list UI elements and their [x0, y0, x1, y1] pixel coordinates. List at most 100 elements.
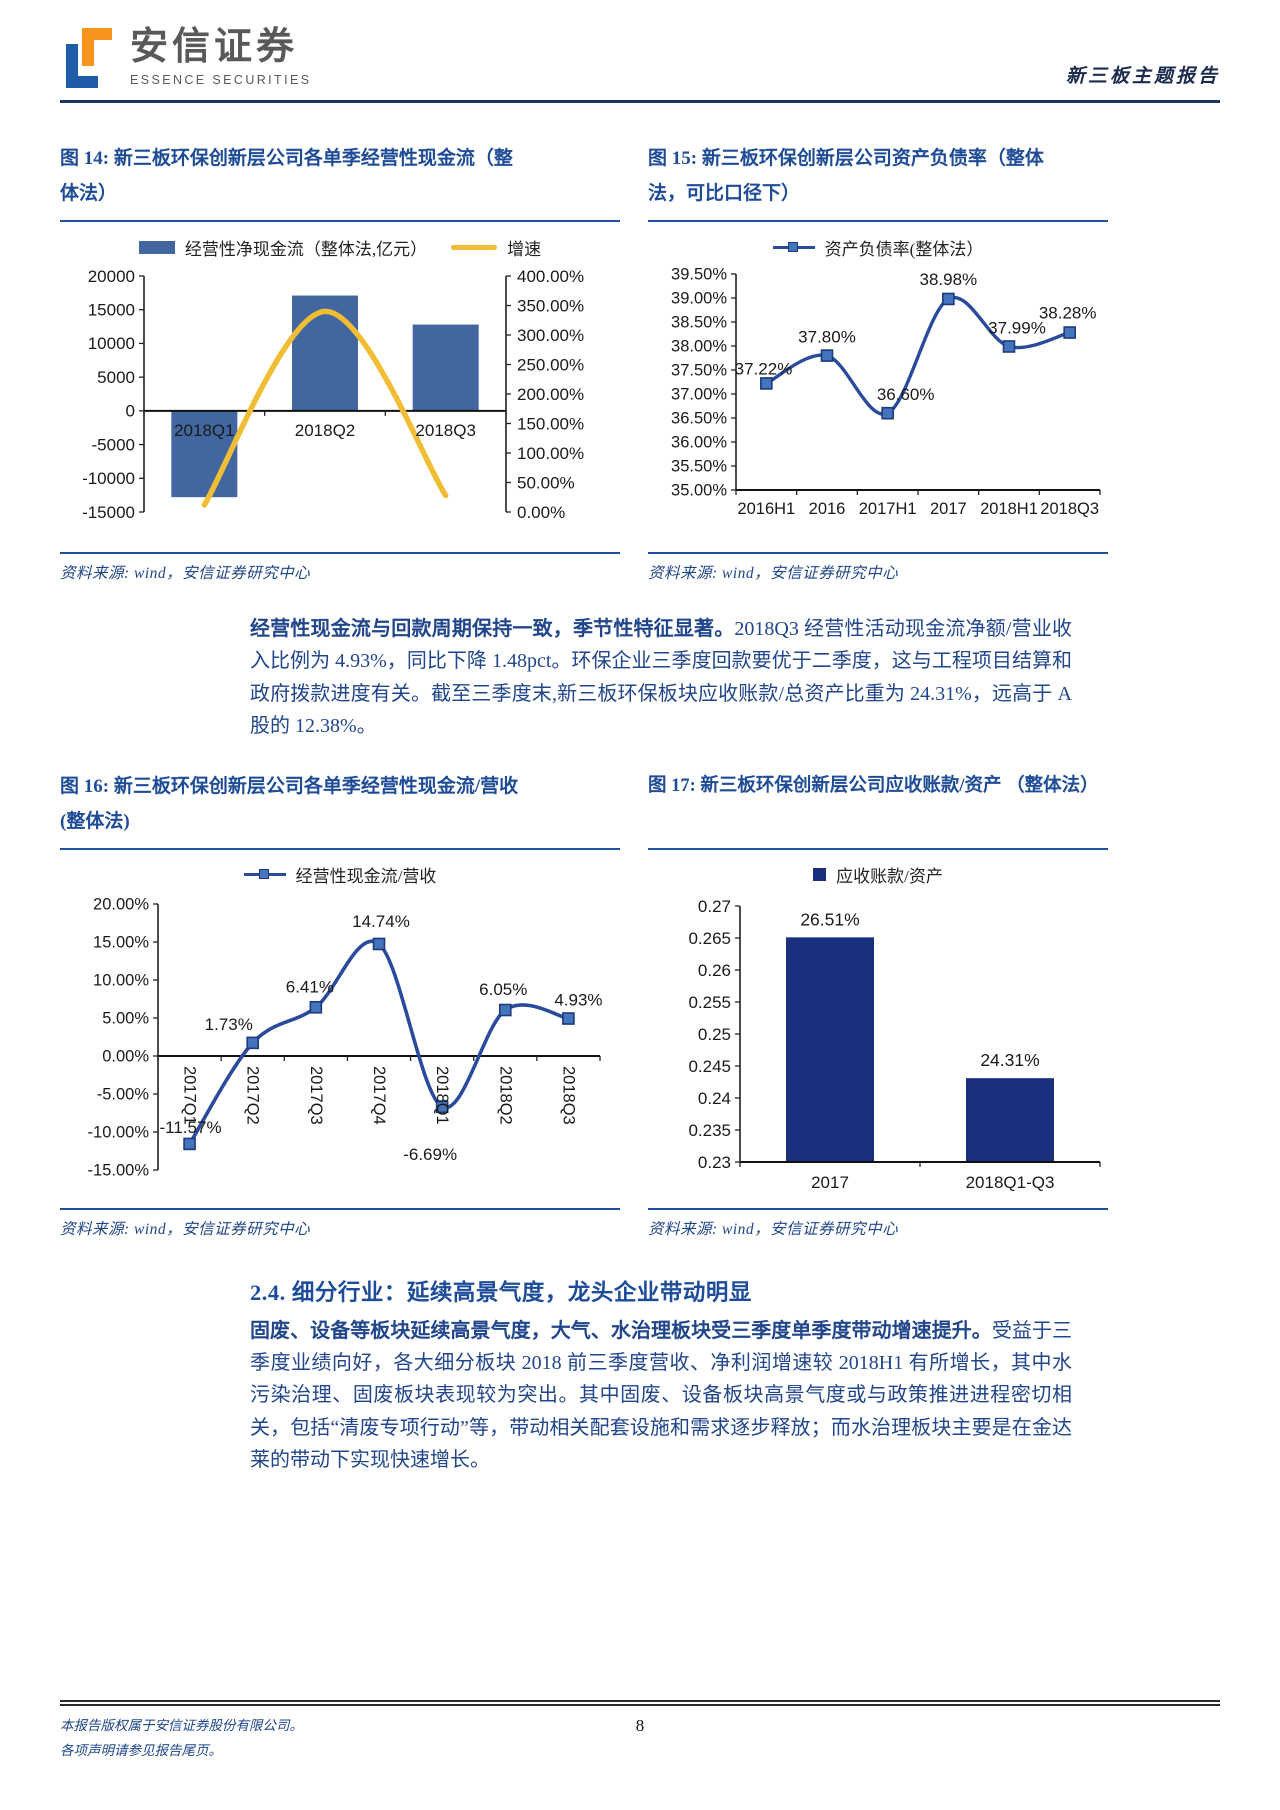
figure-17: 图 17: 新三板环保创新层公司应收账款/资产 （整体法） 应收账款/资产 0.…: [648, 769, 1108, 1239]
svg-text:2018Q3: 2018Q3: [415, 421, 476, 440]
figure-17-source: 资料来源: wind，安信证券研究中心: [648, 1207, 1108, 1239]
svg-text:37.99%: 37.99%: [988, 318, 1046, 337]
footer-copyright-line: 本报告版权属于安信证券股份有限公司。: [60, 1718, 303, 1733]
svg-text:2018Q3: 2018Q3: [1040, 500, 1099, 518]
svg-text:6.05%: 6.05%: [479, 980, 527, 999]
svg-text:10000: 10000: [88, 334, 135, 353]
figure-14-title: 图 14: 新三板环保创新层公司各单季经营性现金流（整体法）: [60, 141, 620, 222]
svg-text:2017H1: 2017H1: [859, 500, 917, 518]
svg-text:24.31%: 24.31%: [980, 1050, 1039, 1070]
paragraph-rest: 2018Q3 经营性活动现金流净额/营业收入比例为 4.93%，同比下降 1.4…: [250, 618, 1073, 738]
brand-block: 安信证券 ESSENCE SECURITIES: [60, 26, 311, 90]
svg-text:2018Q2: 2018Q2: [496, 1066, 514, 1125]
legend-label: 经营性现金流/营收: [295, 867, 437, 887]
svg-text:38.50%: 38.50%: [671, 314, 727, 332]
line-marker-swatch-icon: [243, 868, 286, 881]
footer-notice-line: 各项声明请参见报告尾页。: [60, 1742, 222, 1758]
svg-text:250.00%: 250.00%: [517, 355, 584, 374]
brand-name: 安信证券: [130, 26, 299, 68]
figure-17-title: 图 17: 新三板环保创新层公司应收账款/资产 （整体法）: [648, 769, 1108, 850]
section-heading: 2.4. 细分行业：延续高景气度，龙头企业带动明显: [250, 1279, 752, 1305]
svg-text:2018Q1-Q3: 2018Q1-Q3: [966, 1173, 1055, 1192]
svg-text:5.00%: 5.00%: [102, 1009, 149, 1027]
svg-text:35.50%: 35.50%: [671, 458, 727, 476]
figure-row-2: 图 16: 新三板环保创新层公司各单季经营性现金流/营收(整体法) 经营性现金流…: [60, 769, 1220, 1239]
svg-text:300.00%: 300.00%: [517, 326, 584, 345]
svg-text:-5000: -5000: [92, 435, 135, 454]
figure-16-legend: 经营性现金流/营收: [60, 862, 620, 888]
svg-text:50.00%: 50.00%: [517, 473, 575, 492]
figure-15-source: 资料来源: wind，安信证券研究中心: [648, 552, 1108, 583]
svg-text:2017: 2017: [811, 1173, 849, 1192]
svg-text:2018Q3: 2018Q3: [559, 1066, 577, 1125]
svg-text:-11.57%: -11.57%: [160, 1117, 222, 1136]
figure-16: 图 16: 新三板环保创新层公司各单季经营性现金流/营收(整体法) 经营性现金流…: [60, 769, 620, 1239]
svg-text:2017: 2017: [930, 500, 967, 518]
figure-17-chart-area: 应收账款/资产 0.27 0.265 0.26 0.255 0.25 0.245 0.24 0…: [648, 850, 1108, 1194]
figure-16-chart: 20.00% 15.00% 10.00% 5.00% 0.00% -5.00% -10.00…: [88, 895, 603, 1179]
line-swatch-icon: [451, 244, 498, 250]
square-swatch-icon: [813, 868, 827, 882]
report-page: 安信证券 ESSENCE SECURITIES 新三板主题报告 图 14: 新三…: [60, 26, 1220, 1758]
report-type-label: 新三板主题报告: [1065, 66, 1220, 87]
svg-text:-15000: -15000: [82, 503, 135, 522]
figure-16-source: 资料来源: wind，安信证券研究中心: [60, 1207, 620, 1239]
svg-text:2018Q1: 2018Q1: [174, 421, 235, 440]
legend-label: 应收账款/资产: [836, 867, 943, 887]
svg-text:0.26: 0.26: [698, 960, 731, 979]
svg-text:2017Q4: 2017Q4: [370, 1066, 388, 1125]
svg-text:0.24: 0.24: [698, 1088, 731, 1107]
section-paragraph: 固废、设备等板块延续高景气度，大气、水治理板块受三季度单季度带动增速提升。受益于…: [250, 1315, 1072, 1477]
svg-text:37.00%: 37.00%: [671, 386, 727, 404]
figure-15: 图 15: 新三板环保创新层公司资产负债率（整体法，可比口径下） 资产负债率(整…: [648, 141, 1108, 583]
svg-text:37.22%: 37.22%: [735, 359, 793, 378]
line-marker-swatch-icon: [772, 241, 815, 254]
legend-label: 资产负债率(整体法）: [824, 239, 984, 259]
svg-text:5000: 5000: [97, 368, 135, 387]
svg-text:2018Q1: 2018Q1: [433, 1066, 451, 1125]
svg-text:-10000: -10000: [82, 469, 135, 488]
svg-text:2016H1: 2016H1: [737, 500, 795, 518]
figure-17-chart: 0.27 0.265 0.26 0.255 0.25 0.245 0.24 0.235 0.23…: [688, 896, 1101, 1192]
svg-text:4.93%: 4.93%: [554, 990, 602, 1009]
brand-subtitle: ESSENCE SECURITIES: [130, 72, 312, 87]
page-footer: 本报告版权属于安信证券股份有限公司。 各项声明请参见报告尾页。 8: [60, 1700, 1220, 1764]
paragraph-lead: 经营性现金流与回款周期保持一致，季节性特征显著。: [250, 618, 735, 640]
bar-swatch-icon: [138, 240, 175, 254]
svg-text:1.73%: 1.73%: [205, 1014, 253, 1033]
svg-text:-5.00%: -5.00%: [97, 1085, 150, 1103]
svg-text:38.00%: 38.00%: [671, 338, 727, 356]
section-rest: 受益于三季度业绩向好，各大细分板块 2018 前三季度营收、净利润增速较 201…: [250, 1319, 1073, 1472]
svg-text:0.265: 0.265: [688, 928, 731, 947]
svg-text:2017Q3: 2017Q3: [307, 1066, 325, 1125]
svg-text:0.00%: 0.00%: [517, 503, 565, 522]
svg-text:-15.00%: -15.00%: [88, 1161, 150, 1179]
analysis-paragraph: 经营性现金流与回款周期保持一致，季节性特征显著。2018Q3 经营性活动现金流净…: [250, 613, 1072, 743]
figure-14-chart-area: 经营性净现金流（整体法,亿元） 增速 20000 15000 10000 5000 0 -…: [60, 222, 620, 538]
svg-text:36.60%: 36.60%: [877, 385, 935, 404]
svg-text:0.00%: 0.00%: [102, 1047, 149, 1065]
svg-text:6.41%: 6.41%: [286, 977, 334, 996]
svg-text:-10.00%: -10.00%: [88, 1123, 150, 1141]
svg-text:26.51%: 26.51%: [800, 909, 859, 929]
figure-15-title: 图 15: 新三板环保创新层公司资产负债率（整体法，可比口径下）: [648, 141, 1108, 222]
figure-15-chart-area: 资产负债率(整体法） 39.50% 39.00% 38.50% 38.00% 37.50…: [648, 222, 1108, 538]
svg-text:0: 0: [126, 402, 135, 421]
svg-text:14.74%: 14.74%: [352, 912, 410, 931]
svg-text:15.00%: 15.00%: [93, 933, 149, 951]
svg-text:37.50%: 37.50%: [671, 362, 727, 380]
figure-14: 图 14: 新三板环保创新层公司各单季经营性现金流（整体法） 经营性净现金流（整…: [60, 141, 620, 583]
svg-text:400.00%: 400.00%: [517, 267, 584, 286]
figure-14-chart: 20000 15000 10000 5000 0 -5000 -10000 -15000 400…: [82, 267, 584, 522]
section-lead: 固废、设备等板块延续高景气度，大气、水治理板块受三季度单季度带动增速提升。: [250, 1319, 992, 1342]
figure-14-source: 资料来源: wind，安信证券研究中心: [60, 552, 620, 583]
footer-disclaimer: 本报告版权属于安信证券股份有限公司。 各项声明请参见报告尾页。: [60, 1714, 1220, 1764]
figure-14-legend: 经营性净现金流（整体法,亿元） 增速: [60, 234, 620, 260]
svg-text:20000: 20000: [88, 267, 135, 286]
svg-text:20.00%: 20.00%: [93, 895, 149, 913]
svg-text:39.00%: 39.00%: [671, 290, 727, 308]
svg-text:200.00%: 200.00%: [517, 385, 584, 404]
svg-text:350.00%: 350.00%: [517, 296, 584, 315]
svg-text:100.00%: 100.00%: [517, 444, 584, 463]
svg-text:10.00%: 10.00%: [93, 971, 149, 989]
